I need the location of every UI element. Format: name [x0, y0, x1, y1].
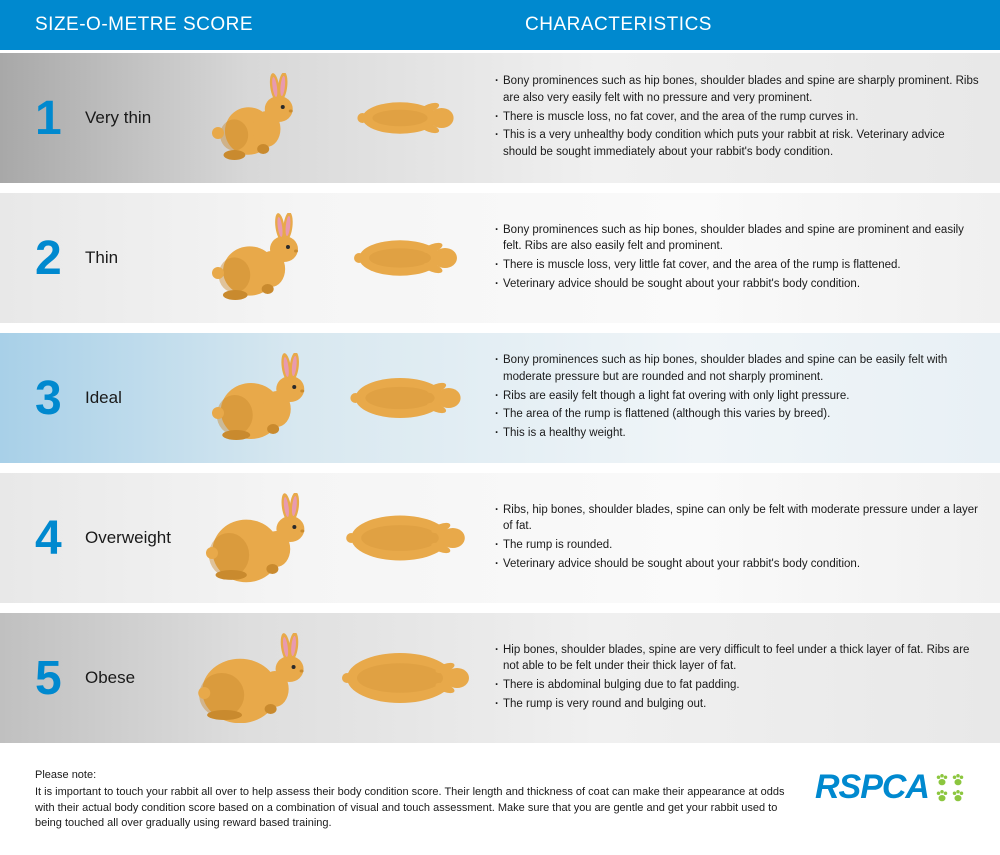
characteristic-item: There is abdominal bulging due to fat pa… — [495, 677, 980, 694]
characteristics-list: Bony prominences such as hip bones, shou… — [485, 352, 980, 443]
characteristic-item: Veterinary advice should be sought about… — [495, 276, 980, 293]
score-number: 3 — [35, 371, 85, 426]
score-row-4: 4Overweight Ribs, hip bon — [0, 473, 1000, 603]
characteristics-list: Ribs, hip bones, shoulder blades, spine … — [485, 502, 980, 575]
characteristic-item: Ribs are easily felt though a light fat … — [495, 388, 980, 405]
characteristic-item: Veterinary advice should be sought about… — [495, 556, 980, 573]
characteristic-item: Bony prominences such as hip bones, shou… — [495, 352, 980, 385]
logo-paws — [935, 773, 965, 803]
rabbit-side-icon — [195, 73, 335, 163]
rabbit-side-icon — [195, 353, 335, 443]
rabbit-top-icon — [335, 368, 485, 428]
rabbit-top-icon — [335, 508, 485, 568]
score-row-2: 2Thin Bony prominences su — [0, 193, 1000, 323]
score-number: 5 — [35, 651, 85, 706]
score-label: Thin — [85, 248, 195, 268]
rabbit-side-icon — [195, 213, 335, 303]
score-row-1: 1Very thin Bony prominenc — [0, 53, 1000, 183]
characteristics-list: Bony prominences such as hip bones, shou… — [485, 222, 980, 295]
characteristics-list: Bony prominences such as hip bones, shou… — [485, 73, 980, 162]
score-number: 1 — [35, 91, 85, 146]
footer: Please note: It is important to touch yo… — [0, 753, 1000, 852]
score-label: Overweight — [85, 528, 195, 548]
characteristic-item: The area of the rump is flattened (altho… — [495, 406, 980, 423]
characteristic-item: Hip bones, shoulder blades, spine are ve… — [495, 642, 980, 675]
note-label: Please note: — [35, 768, 785, 783]
header-bar: SIZE-O-METRE SCORE CHARACTERISTICS — [0, 0, 1000, 53]
characteristic-item: Bony prominences such as hip bones, shou… — [495, 73, 980, 106]
characteristic-item: The rump is rounded. — [495, 537, 980, 554]
footer-text: Please note: It is important to touch yo… — [35, 768, 785, 832]
characteristic-item: There is muscle loss, no fat cover, and … — [495, 109, 980, 126]
characteristic-item: There is muscle loss, very little fat co… — [495, 257, 980, 274]
score-number: 4 — [35, 511, 85, 566]
infographic-container: SIZE-O-METRE SCORE CHARACTERISTICS 1Very… — [0, 0, 1000, 852]
characteristic-item: This is a healthy weight. — [495, 425, 980, 442]
characteristic-item: Bony prominences such as hip bones, shou… — [495, 222, 980, 255]
header-characteristics-title: CHARACTERISTICS — [525, 14, 970, 36]
score-label: Ideal — [85, 388, 195, 408]
score-row-3: 3Ideal Bony prominences s — [0, 333, 1000, 463]
characteristic-item: This is a very unhealthy body condition … — [495, 127, 980, 160]
rabbit-top-icon — [335, 648, 485, 708]
rspca-logo: RSPCA — [815, 768, 965, 807]
score-number: 2 — [35, 231, 85, 286]
score-row-5: 5Obese Hip bones, shoulde — [0, 613, 1000, 743]
characteristic-item: Ribs, hip bones, shoulder blades, spine … — [495, 502, 980, 535]
rabbit-top-icon — [335, 88, 485, 148]
rabbit-top-icon — [335, 228, 485, 288]
characteristic-item: The rump is very round and bulging out. — [495, 696, 980, 713]
rabbit-side-icon — [195, 633, 335, 723]
rows-container: 1Very thin Bony prominenc — [0, 53, 1000, 743]
note-body: It is important to touch your rabbit all… — [35, 785, 785, 831]
header-score-title: SIZE-O-METRE SCORE — [35, 14, 525, 36]
characteristics-list: Hip bones, shoulder blades, spine are ve… — [485, 642, 980, 715]
rabbit-side-icon — [195, 493, 335, 583]
score-label: Very thin — [85, 108, 195, 128]
logo-text: RSPCA — [815, 768, 929, 807]
score-label: Obese — [85, 668, 195, 688]
